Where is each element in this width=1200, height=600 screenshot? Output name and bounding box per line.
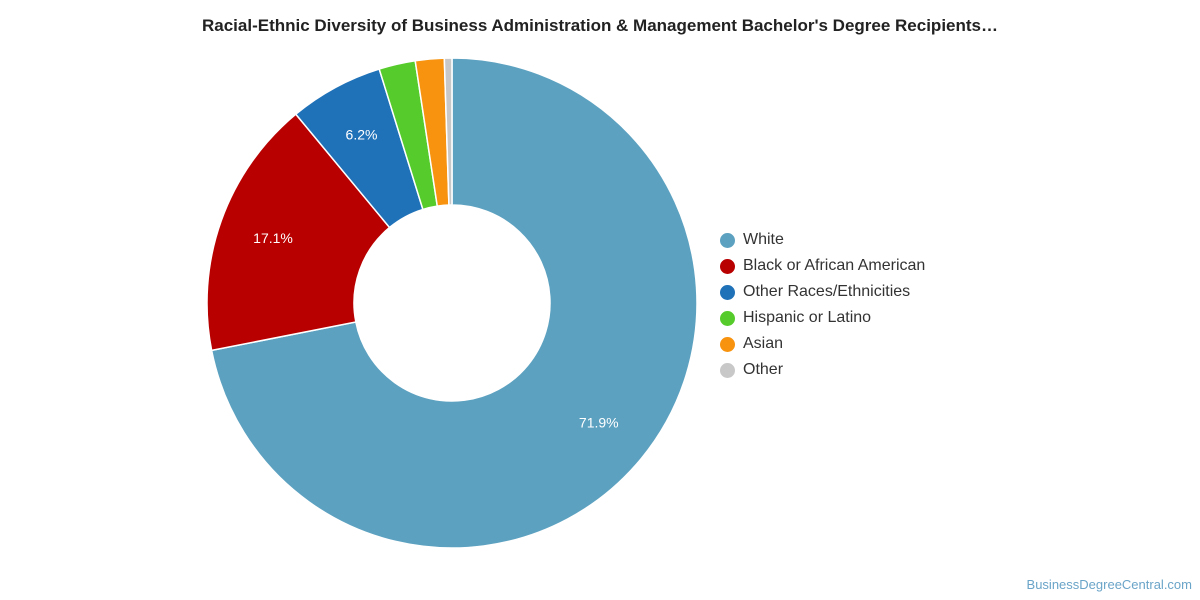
legend-swatch-icon	[720, 336, 735, 352]
legend-label: White	[743, 231, 784, 248]
legend-swatch-icon	[720, 310, 735, 326]
legend-swatch-icon	[720, 362, 735, 378]
legend-swatch-icon	[720, 284, 735, 300]
legend-label: Black or African American	[743, 257, 926, 274]
slice-labels: 71.9% 17.1% 6.2%	[253, 127, 618, 431]
legend-item-asian[interactable]: Asian	[720, 331, 980, 357]
legend-item-black-or-african-american[interactable]: Black or African American	[720, 253, 980, 279]
legend-item-white[interactable]: White	[720, 227, 980, 253]
watermark: BusinessDegreeCentral.com	[1026, 577, 1192, 592]
legend-item-other-races-ethnicities[interactable]: Other Races/Ethnicities	[720, 279, 980, 305]
slice-white	[210, 57, 698, 549]
legend-item-other[interactable]: Other	[720, 357, 980, 383]
chart-legend: White Black or African American Other Race…	[720, 227, 980, 383]
chart-title: Racial-Ethnic Diversity of Business Admi…	[201, 16, 998, 35]
legend-label: Asian	[743, 335, 784, 352]
legend-label: Other Races/Ethnicities	[743, 283, 911, 300]
slice-label-white: 71.9%	[579, 414, 619, 430]
legend-item-hispanic-or-latino[interactable]: Hispanic or Latino	[720, 305, 980, 331]
slice-label-black-or-african-american: 17.1%	[253, 230, 293, 246]
slice-label-other-races-ethnicities: 6.2%	[346, 127, 378, 143]
donut-slices	[206, 57, 698, 549]
slice-other	[443, 57, 453, 206]
legend-label: Other	[743, 361, 784, 378]
legend-swatch-icon	[720, 232, 735, 248]
legend-swatch-icon	[720, 258, 735, 274]
legend-label: Hispanic or Latino	[743, 309, 872, 326]
